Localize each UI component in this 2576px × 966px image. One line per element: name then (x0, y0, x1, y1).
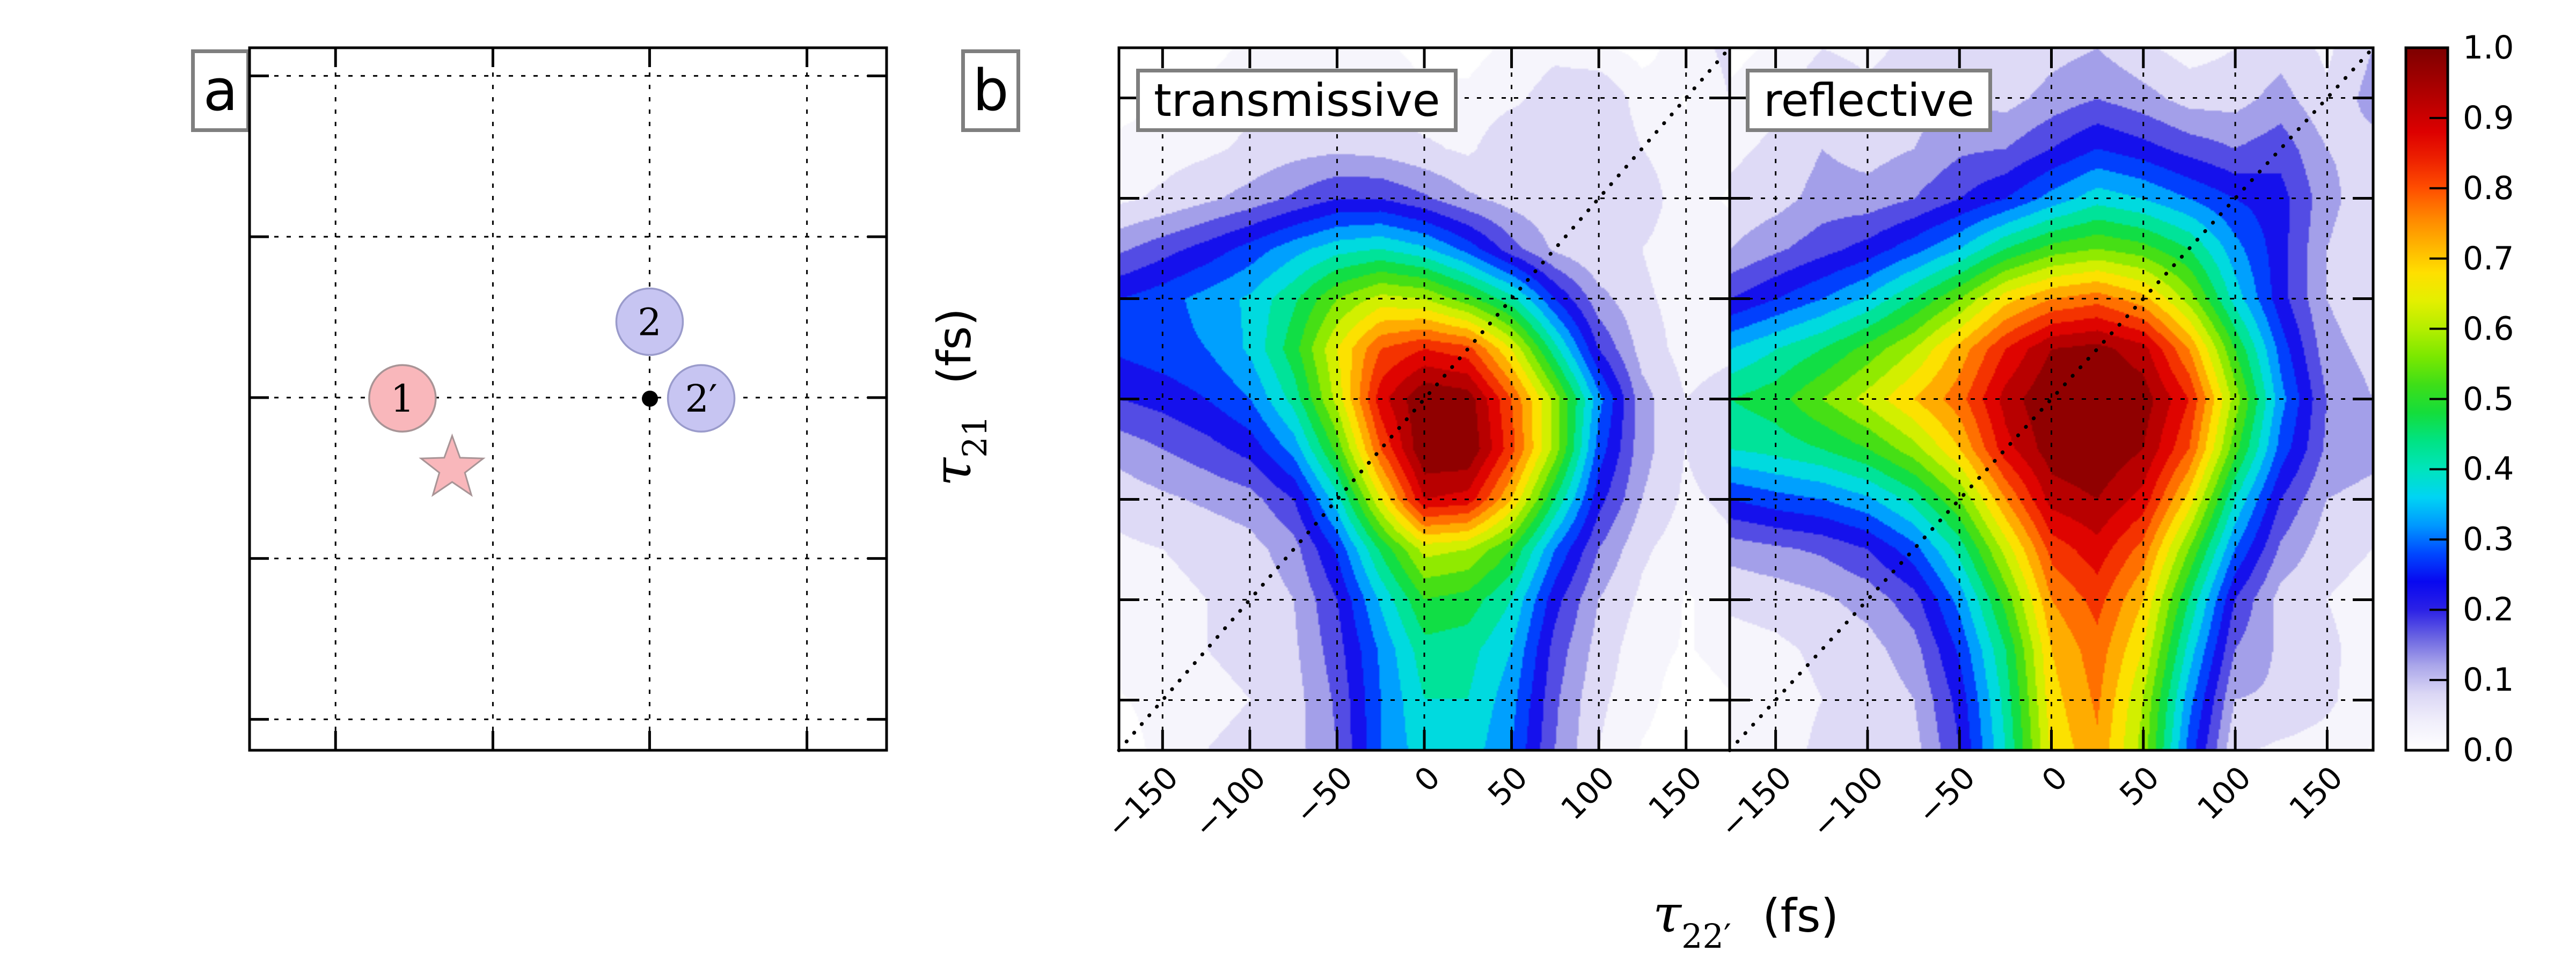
colorbar-tick-label: 0.8 (2463, 169, 2514, 207)
y-axis-tau: τ (923, 457, 983, 487)
title-reflective-box: reflective (1746, 69, 1992, 132)
plot-border (248, 46, 888, 752)
pulse-2p (667, 364, 736, 433)
title-reflective: reflective (1763, 74, 1974, 127)
plot-border (2404, 46, 2449, 752)
colorbar-tick-label: 0.2 (2463, 591, 2514, 629)
heatmap-axes-overlay (1117, 46, 2375, 752)
x-axis-label: τ22′ (fs) (1653, 888, 1839, 953)
panel-b-label: b (972, 57, 1009, 123)
x-axis-tau: τ (1652, 884, 1681, 944)
title-transmissive: transmissive (1154, 74, 1440, 127)
panel-a-label-box: a (191, 49, 250, 132)
colorbar-tick-label: 0.9 (2463, 99, 2514, 137)
colorbar-tick-label: 0.1 (2463, 661, 2514, 699)
x-axis-sub: 22′ (1681, 917, 1731, 956)
pulse-2 (615, 287, 684, 356)
plot-border (1117, 46, 2375, 752)
schematic-panel: 1 2 2′ (248, 46, 888, 752)
colorbar-tick-label: 0.6 (2463, 310, 2514, 348)
star-marker (419, 433, 486, 497)
pulse-2-label: 2 (638, 301, 662, 345)
colorbar-tick-label: 0.0 (2463, 731, 2514, 769)
panel-a-label: a (203, 57, 238, 123)
y-axis-unit: (fs) (928, 308, 982, 385)
colorbar-tick-label: 0.3 (2463, 521, 2514, 559)
title-transmissive-box: transmissive (1136, 69, 1458, 132)
colorbar-tick-label: 1.0 (2463, 29, 2514, 67)
x-axis-unit: (fs) (1762, 889, 1839, 943)
colorbar-tick-label: 0.4 (2463, 450, 2514, 488)
pulse-1-label: 1 (391, 377, 415, 421)
y-axis-sub: 21 (955, 415, 994, 458)
colorbar-overlay (2404, 46, 2449, 752)
panel-b-label-box: b (961, 49, 1020, 132)
reference-dot (642, 390, 658, 407)
colorbar-tick-label: 0.7 (2463, 239, 2514, 277)
pulse-1 (368, 364, 437, 433)
colorbar-tick-label: 0.5 (2463, 380, 2514, 418)
y-axis-label: τ21 (fs) (923, 308, 994, 486)
pulse-2p-label: 2′ (685, 377, 717, 421)
